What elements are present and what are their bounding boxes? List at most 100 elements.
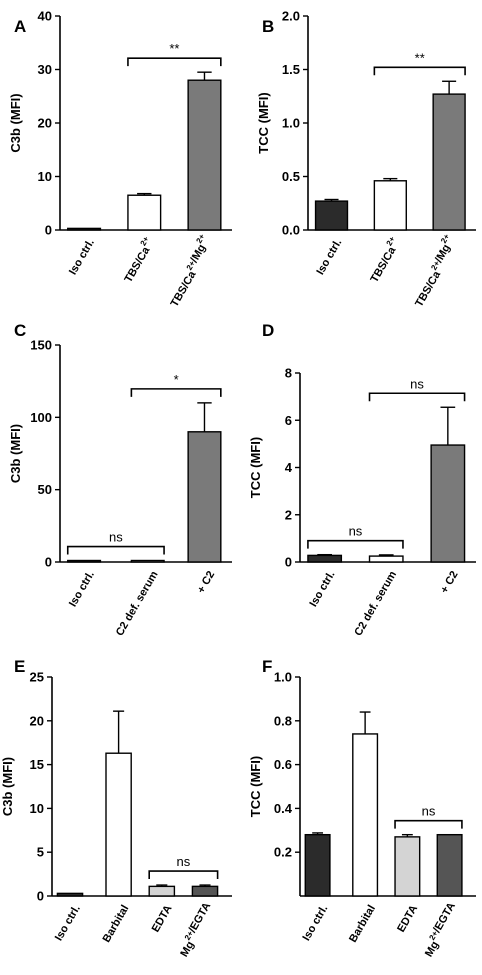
- bar-a-0: [67, 227, 102, 231]
- category-label: Iso ctrl.: [300, 903, 330, 943]
- panel-c: C 0 50 100 150 C3b (MFI) Iso ctrl. C2 def. seru…: [8, 321, 232, 638]
- category-label: Mg2+/EGTA: [174, 901, 218, 960]
- bar-e-3: [191, 885, 219, 897]
- superscript: 2+: [138, 235, 151, 248]
- bar-f-1: [352, 733, 379, 897]
- significance-bracket: [373, 66, 466, 76]
- y-tick-label: 150: [30, 338, 52, 353]
- category-text: Mg: [179, 939, 197, 959]
- significance-bracket: [148, 870, 219, 880]
- category-label: C2 def. serum: [114, 569, 161, 638]
- bar-b-1: [373, 180, 407, 231]
- y-tick-label: 20: [30, 713, 44, 728]
- y-tick-label: 0: [45, 223, 52, 238]
- bar-e-1: [105, 752, 132, 897]
- category-text: TBS/Ca: [123, 244, 153, 285]
- y-tick-label: 5: [37, 845, 44, 860]
- y-tick-label: 0: [285, 555, 292, 570]
- bar-b-0: [314, 200, 349, 231]
- category-label: Iso ctrl.: [308, 569, 338, 609]
- superscript: 2+: [439, 232, 452, 245]
- category-label: Iso ctrl.: [67, 237, 97, 277]
- bar-e-2: [148, 885, 176, 897]
- panel-b: B 0.0 0.5 1.0 1.5 2.0 TCC (MFI) Iso ctrl. TBS/Ca…: [256, 9, 476, 310]
- y-tick-label: 0.5: [282, 169, 300, 184]
- category-label: Barbital: [101, 903, 132, 944]
- superscript: 2+: [194, 232, 207, 245]
- bar-c-0: [67, 559, 102, 563]
- category-text: TBS/Ca: [369, 244, 399, 285]
- superscript: 2+: [384, 235, 397, 248]
- bar-f-2: [394, 836, 421, 897]
- category-text: /EGTA: [431, 901, 458, 935]
- y-tick-label: 25: [30, 670, 44, 685]
- category-label: TBS/Ca2+: [365, 235, 404, 285]
- superscript: 2+: [184, 259, 197, 272]
- y-tick-label: 1.5: [282, 62, 300, 77]
- y-axis-label: TCC (MFI): [256, 92, 271, 153]
- y-tick-label: 2: [285, 507, 292, 522]
- y-tick-label: 2.0: [282, 9, 300, 24]
- significance-label: ns: [177, 854, 191, 869]
- bar-f-3: [436, 833, 463, 897]
- significance-bracket: [368, 392, 466, 402]
- significance-bracket: [394, 819, 463, 829]
- panel-letter: F: [262, 657, 272, 676]
- category-label: Iso ctrl.: [53, 903, 83, 943]
- y-tick-label: 4: [285, 460, 293, 475]
- y-tick-label: 0.4: [274, 801, 293, 816]
- y-tick-label: 1.0: [274, 670, 292, 685]
- significance-label: **: [415, 50, 425, 65]
- category-text: TBS/Ca: [169, 269, 199, 310]
- significance-label: ns: [109, 530, 123, 545]
- category-label: Barbital: [347, 903, 378, 944]
- y-tick-label: 0.2: [274, 845, 292, 860]
- bar-d-0: [307, 554, 343, 563]
- category-label: TBS/Ca2+: [119, 235, 158, 285]
- y-tick-label: 30: [38, 62, 52, 77]
- superscript: 2+: [429, 259, 442, 272]
- panel-f: F 0.2 0.4 0.6 0.8 1.0 TCC (MFI) Iso ctrl. Barbit…: [248, 657, 476, 959]
- category-label: Iso ctrl.: [67, 569, 97, 609]
- category-label: C2 def. serum: [352, 569, 399, 638]
- y-tick-label: 10: [38, 169, 52, 184]
- category-label: TBS/Ca2+/Mg2+: [160, 232, 217, 309]
- significance-label: ns: [422, 804, 436, 819]
- bar-b-2: [432, 93, 466, 231]
- y-tick-label: 0.6: [274, 757, 292, 772]
- y-tick-label: 100: [30, 410, 52, 425]
- category-text: TBS/Ca: [413, 269, 443, 310]
- y-axis-label: C3b (MFI): [8, 93, 23, 152]
- category-label: + C2: [195, 569, 217, 595]
- y-tick-label: 1.0: [282, 116, 300, 131]
- superscript: 2+: [427, 929, 440, 942]
- y-axis-label: TCC (MFI): [248, 437, 263, 498]
- category-label: + C2: [439, 569, 461, 595]
- panel-letter: A: [14, 17, 26, 36]
- y-tick-label: 15: [30, 757, 44, 772]
- category-text: /EGTA: [187, 901, 214, 935]
- significance-bracket: [307, 539, 404, 549]
- category-label: EDTA: [395, 903, 420, 934]
- panel-letter: C: [14, 321, 26, 340]
- bar-d-2: [430, 444, 466, 563]
- superscript: 2+: [182, 929, 195, 942]
- category-text: /Mg: [433, 243, 453, 265]
- category-text: Mg: [423, 939, 441, 959]
- y-tick-label: 20: [38, 116, 52, 131]
- y-tick-label: 40: [38, 9, 52, 24]
- y-axis-label: TCC (MFI): [248, 756, 263, 817]
- y-tick-label: 0: [45, 555, 52, 570]
- bar-c-2: [187, 431, 222, 563]
- y-tick-label: 6: [285, 413, 292, 428]
- y-tick-label: 0.8: [274, 713, 292, 728]
- category-label: Iso ctrl.: [314, 237, 344, 277]
- bar-f-0: [304, 833, 331, 897]
- panel-letter: E: [14, 657, 25, 676]
- category-label: Mg2+/EGTA: [419, 901, 463, 960]
- y-axis-label: C3b (MFI): [0, 757, 15, 816]
- y-tick-label: 0.0: [282, 223, 300, 238]
- significance-label: ns: [349, 524, 363, 539]
